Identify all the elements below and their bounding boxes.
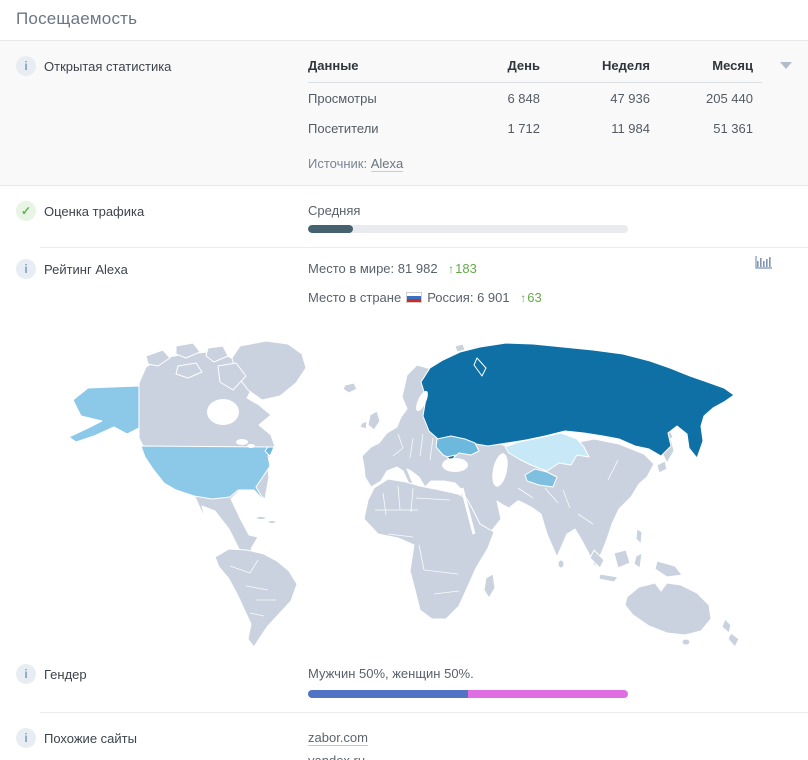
traffic-progress-bar xyxy=(308,225,628,233)
country-name: Россия: xyxy=(427,290,474,305)
section-label: Открытая статистика xyxy=(44,59,172,74)
chevron-down-icon[interactable] xyxy=(780,62,792,69)
section-label: Гендер xyxy=(44,667,87,682)
page-title: Посещаемость xyxy=(16,9,138,28)
section-label: Похожие сайты xyxy=(44,731,137,746)
table-row: Посетители 1 712 11 984 51 361 xyxy=(308,113,762,143)
stats-table-header: Данные День Неделя Месяц xyxy=(308,58,762,83)
info-icon[interactable]: i xyxy=(16,56,36,76)
world-rank-line: Место в мире: 81 982 ↑183 xyxy=(308,261,792,277)
stats-table: Данные День Неделя Месяц Просмотры 6 848… xyxy=(308,58,762,143)
row-week-value: 11 984 xyxy=(611,121,650,136)
section-alexa-rank: i Рейтинг Alexa Место в мире: 81 982 ↑18… xyxy=(0,248,808,306)
source-line: Источник: Alexa xyxy=(308,156,792,172)
section-traffic-estimate: ✓ Оценка трафика Средняя xyxy=(0,186,808,247)
section-gender: i Гендер Мужчин 50%, женщин 50%. xyxy=(0,653,808,712)
world-rank-prefix: Место в мире: xyxy=(308,261,395,276)
row-day-value: 1 712 xyxy=(507,121,540,136)
map-borders xyxy=(229,433,619,617)
map-country-ukraine xyxy=(435,435,480,460)
row-month-value: 205 440 xyxy=(706,91,753,106)
map-country-turkmenistan xyxy=(524,468,558,488)
gender-bar-female xyxy=(468,690,628,698)
world-rank-value: 81 982 xyxy=(397,261,438,276)
col-week: Неделя xyxy=(602,58,650,73)
country-rank-delta: ↑63 xyxy=(520,290,542,305)
country-rank-value: 6 901 xyxy=(477,290,510,305)
map-country-russia xyxy=(420,342,735,459)
map-country-kazakhstan xyxy=(504,432,590,472)
country-rank-prefix: Место в стране xyxy=(308,290,402,305)
section-similar-sites: i Похожие сайты zabor.com yandex.ru xyxy=(0,713,808,760)
russia-flag-icon xyxy=(406,292,423,303)
bar-chart-icon[interactable] xyxy=(754,254,774,271)
arrow-up-icon: ↑ xyxy=(520,291,527,305)
country-rank-line: Место в стране Россия: 6 901 ↑63 xyxy=(308,290,792,306)
traffic-progress-fill xyxy=(308,225,353,233)
section-open-statistics: i Открытая статистика Данные День Неделя… xyxy=(0,40,808,186)
check-icon: ✓ xyxy=(16,201,36,221)
col-day: День xyxy=(507,58,541,73)
info-icon[interactable]: i xyxy=(16,664,36,684)
map-region-us-northeast xyxy=(264,446,275,457)
map-country-usa xyxy=(140,445,275,503)
row-month-value: 51 361 xyxy=(713,121,753,136)
table-row: Просмотры 6 848 47 936 205 440 xyxy=(308,83,762,113)
row-day-value: 6 848 xyxy=(507,91,540,106)
map-seas xyxy=(207,390,520,535)
col-data: Данные xyxy=(308,58,359,73)
divider xyxy=(40,712,808,713)
map-island-novaya-zemlya xyxy=(473,357,487,377)
world-rank-delta: ↑183 xyxy=(448,261,477,276)
alexa-world-map xyxy=(18,338,808,653)
info-icon[interactable]: i xyxy=(16,728,36,748)
traffic-estimate-value: Средняя xyxy=(308,203,361,218)
row-week-value: 47 936 xyxy=(610,91,650,106)
map-country-alaska xyxy=(68,385,140,443)
title-bar: Посещаемость xyxy=(0,0,808,40)
similar-site-link[interactable]: zabor.com xyxy=(308,730,368,746)
arrow-up-icon: ↑ xyxy=(448,262,455,276)
gender-bar xyxy=(308,690,628,698)
gender-bar-male xyxy=(308,690,468,698)
section-label: Оценка трафика xyxy=(44,204,145,219)
row-name: Посетители xyxy=(308,121,379,136)
source-label: Источник: xyxy=(308,156,368,171)
info-icon[interactable]: i xyxy=(16,259,36,279)
col-month: Месяц xyxy=(712,58,753,73)
source-link-alexa[interactable]: Alexa xyxy=(370,156,404,172)
row-name: Просмотры xyxy=(308,91,377,106)
gender-value: Мужчин 50%, женщин 50%. xyxy=(308,666,474,681)
section-label: Рейтинг Alexa xyxy=(44,262,128,277)
divider xyxy=(40,247,808,248)
similar-site-link[interactable]: yandex.ru xyxy=(308,753,365,760)
